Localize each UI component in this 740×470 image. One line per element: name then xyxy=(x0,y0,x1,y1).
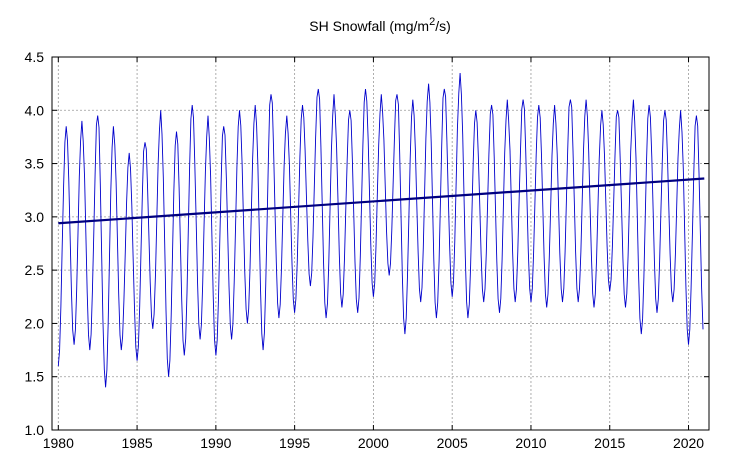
snowfall-series-line xyxy=(57,72,704,388)
x-tick-label: 1980 xyxy=(43,435,74,451)
grid-lines xyxy=(52,56,709,431)
axis-ticks: 1980 1985 1990 1995 2000 2005 2010 2015 2020 1.0 1… xyxy=(25,49,709,451)
chart-title-superscript: 2 xyxy=(429,16,435,28)
y-tick-label: 1.5 xyxy=(25,369,45,385)
y-tick-label: 3.0 xyxy=(25,209,45,225)
y-tick-label: 4.5 xyxy=(25,49,45,65)
x-tick-label: 1990 xyxy=(200,435,231,451)
trend-line xyxy=(58,177,705,225)
x-tick-label: 2015 xyxy=(594,435,625,451)
y-tick-label: 3.5 xyxy=(25,156,45,172)
y-tick-label: 2.5 xyxy=(25,262,45,278)
chart-title-suffix: /s) xyxy=(435,18,451,34)
y-tick-label: 1.0 xyxy=(25,422,45,438)
y-tick-label: 2.0 xyxy=(25,315,45,331)
x-tick-label: 2010 xyxy=(515,435,546,451)
x-tick-label: 2000 xyxy=(358,435,389,451)
x-tick-label: 1985 xyxy=(122,435,153,451)
plot-frame xyxy=(51,56,710,431)
x-tick-label: 2005 xyxy=(437,435,468,451)
x-tick-label: 2020 xyxy=(673,435,704,451)
series-group xyxy=(57,72,705,388)
x-tick-label: 1995 xyxy=(279,435,310,451)
chart-title: SH Snowfall (mg/m2/s) xyxy=(309,16,451,34)
y-tick-label: 4.0 xyxy=(25,102,45,118)
